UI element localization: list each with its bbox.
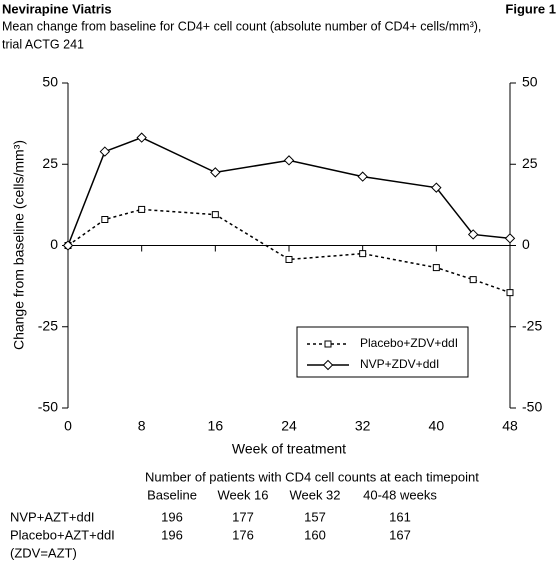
point-marker [283,155,295,166]
y2-tick-label: 0 [522,236,530,252]
point-marker [285,255,293,263]
point-marker [469,276,477,284]
point-marker [62,240,74,251]
y2-tick-label: -25 [522,317,542,333]
legend-label: Placebo+ZDV+ddI [360,336,458,350]
chart-title: trial ACTG 241 [2,37,84,51]
table-cell: 196 [161,527,183,542]
series-line [67,136,511,246]
x-tick-label: 48 [502,418,518,434]
table-row-label: NVP+AZT+ddI [10,509,95,524]
table-column-header: Week 16 [217,487,268,502]
y-tick-label: -50 [38,399,58,415]
point-marker [101,216,109,223]
table-column-header: Baseline [147,487,197,502]
point-marker [99,146,111,157]
x-axis-label: Week of treatment [232,441,346,457]
table-cell: 196 [161,509,183,524]
table-cell: 176 [232,527,254,542]
table-cell: 177 [232,509,254,524]
y-tick-label: 25 [42,155,58,171]
table-cell: 161 [389,509,411,524]
table-row-label: Placebo+AZT+ddI [10,527,115,542]
point-marker [211,211,219,219]
point-marker [506,289,514,297]
y-tick-label: 50 [42,74,58,90]
point-marker [138,205,146,213]
table-note: (ZDV=AZT) [10,545,77,560]
table-cell: 160 [304,527,326,542]
table-column-header: 40-48 weeks [363,487,437,502]
x-tick-label: 32 [355,418,371,434]
x-tick-label: 0 [64,418,72,434]
product-name: Nevirapine Viatris [2,1,112,16]
point-marker [431,182,442,193]
legend-box [296,326,469,378]
y-tick-label: 0 [50,236,58,252]
point-marker [359,250,367,258]
x-tick-label: 16 [208,418,224,434]
point-marker [467,229,479,240]
chart-title: Mean change from baseline for CD4+ cell … [2,19,481,33]
legend-marker [322,359,334,371]
table-cell: 157 [304,509,326,524]
x-tick-label: 40 [429,418,445,434]
y-tick-label: -25 [38,317,58,333]
point-marker [136,132,147,143]
y2-tick-label: 50 [522,74,538,90]
legend-marker [324,340,332,348]
point-marker [504,233,516,244]
point-marker [210,167,221,178]
y2-tick-label: -50 [522,399,542,415]
legend-label: NVP+ZDV+ddI [360,357,439,371]
point-marker [432,264,440,272]
y-axis-label: Change from baseline (cells/mm³) [11,140,27,350]
table-column-header: Week 32 [289,487,340,502]
y2-tick-label: 25 [522,155,538,171]
point-marker [357,171,368,182]
x-tick-label: 8 [138,418,146,434]
table-title: Number of patients with CD4 cell counts … [145,469,479,484]
table-cell: 167 [389,527,411,542]
figure-label: Figure 1 [505,1,556,16]
x-tick-label: 24 [281,418,297,434]
